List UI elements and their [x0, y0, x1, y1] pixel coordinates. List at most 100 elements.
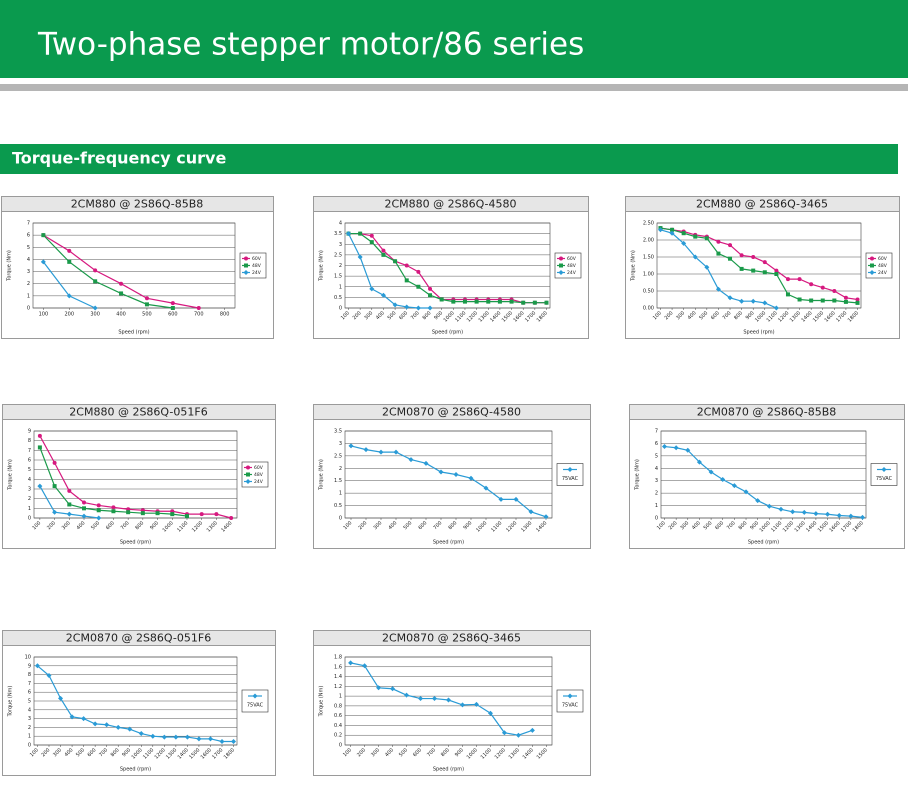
data-point	[140, 511, 145, 516]
data-point	[52, 484, 57, 489]
x-tick-label: 800	[440, 747, 451, 758]
data-point	[138, 731, 144, 737]
page-title: Two-phase stepper motor/86 series	[37, 27, 584, 63]
y-tick-label: 0.2	[334, 733, 342, 739]
x-tick-label: 400	[64, 747, 75, 758]
y-tick-label: 6	[27, 233, 30, 239]
data-point	[155, 511, 160, 516]
legend-label: 75VAC	[562, 476, 579, 482]
y-tick-label: 3.5	[334, 429, 342, 435]
data-point	[196, 736, 202, 742]
data-point	[416, 284, 421, 289]
legend-marker	[870, 256, 874, 261]
data-point	[739, 298, 745, 304]
series-line	[39, 435, 232, 519]
x-tick-label: 100	[39, 312, 49, 318]
data-point	[52, 460, 57, 465]
y-tick-label: 1	[27, 293, 30, 299]
data-point	[497, 299, 502, 304]
y-tick-label: 3	[27, 269, 30, 275]
chart-title-bar	[625, 196, 900, 212]
y-axis-label: Torque (Nm)	[631, 250, 637, 282]
data-point	[415, 305, 421, 311]
data-point	[474, 299, 479, 304]
data-point	[446, 697, 451, 703]
data-point	[843, 295, 848, 300]
data-point	[93, 279, 98, 284]
y-tick-label: 1	[655, 503, 658, 509]
plot-area	[344, 430, 553, 519]
data-point	[127, 726, 133, 732]
data-point	[459, 702, 465, 708]
legend-label: 75VAC	[562, 703, 579, 709]
y-axis-label: Torque (Nm)	[635, 459, 641, 491]
data-point	[119, 281, 124, 286]
legend-label: 48V	[878, 263, 888, 269]
y-tick-label: 1.4	[334, 674, 342, 680]
data-point	[363, 447, 369, 453]
data-point	[728, 256, 733, 261]
x-tick-label: 100	[652, 310, 663, 321]
data-point	[716, 239, 721, 244]
data-point	[37, 445, 42, 450]
y-tick-label: 5	[655, 453, 658, 459]
y-tick-label: 8	[28, 438, 31, 444]
data-point	[390, 686, 396, 692]
x-tick-label: 900	[149, 520, 160, 531]
data-point	[487, 710, 493, 716]
data-point	[81, 716, 87, 722]
x-tick-label: 900	[462, 520, 473, 531]
y-tick-label: 2	[27, 281, 30, 287]
x-tick-label: 400	[75, 520, 86, 531]
y-tick-label: 2	[339, 466, 342, 472]
x-tick-label: 800	[220, 312, 230, 318]
data-point	[820, 285, 825, 290]
legend-marker	[870, 263, 874, 268]
legend-label: 24V	[567, 270, 577, 276]
data-point	[358, 231, 363, 236]
y-tick-label: 1	[339, 694, 342, 700]
x-tick-label: 100	[342, 747, 353, 758]
data-point	[404, 692, 410, 698]
data-point	[418, 696, 424, 702]
x-tick-label: 200	[356, 747, 367, 758]
y-tick-label: 0	[339, 306, 342, 312]
y-tick-label: 1	[28, 506, 31, 512]
x-tick-label: 800	[110, 747, 121, 758]
data-point	[716, 251, 721, 256]
data-point	[462, 299, 467, 304]
legend-label: 60V	[252, 256, 262, 262]
x-tick-label: 600	[412, 747, 423, 758]
y-tick-label: 2.50	[643, 221, 654, 227]
y-tick-label: 3	[28, 487, 31, 493]
legend-label: 24V	[254, 479, 264, 485]
chart-title-bar	[2, 404, 276, 420]
data-point	[369, 240, 374, 245]
x-tick-label: 700	[722, 310, 733, 321]
data-point	[173, 734, 179, 740]
y-tick-label: 7	[28, 448, 31, 454]
y-tick-label: 0	[339, 516, 342, 522]
x-tick-label: 100	[31, 520, 42, 531]
data-point	[708, 469, 714, 475]
x-tick-label: 800	[738, 520, 749, 531]
plot-area	[33, 430, 238, 519]
data-point	[532, 300, 537, 305]
data-point	[509, 299, 514, 304]
y-tick-label: 3	[339, 242, 342, 248]
data-point	[720, 476, 726, 482]
data-point	[544, 300, 549, 305]
data-point	[82, 500, 87, 505]
x-tick-label: 600	[417, 520, 428, 531]
data-point	[93, 268, 98, 273]
x-axis-label: Speed (rpm)	[432, 330, 463, 336]
y-tick-label: 1.5	[334, 478, 342, 484]
data-point	[170, 512, 175, 517]
x-tick-label: 300	[370, 747, 381, 758]
data-point	[96, 503, 101, 508]
x-tick-label: 300	[52, 747, 63, 758]
legend-marker	[246, 472, 250, 477]
data-point	[528, 509, 534, 515]
data-point	[751, 268, 756, 273]
